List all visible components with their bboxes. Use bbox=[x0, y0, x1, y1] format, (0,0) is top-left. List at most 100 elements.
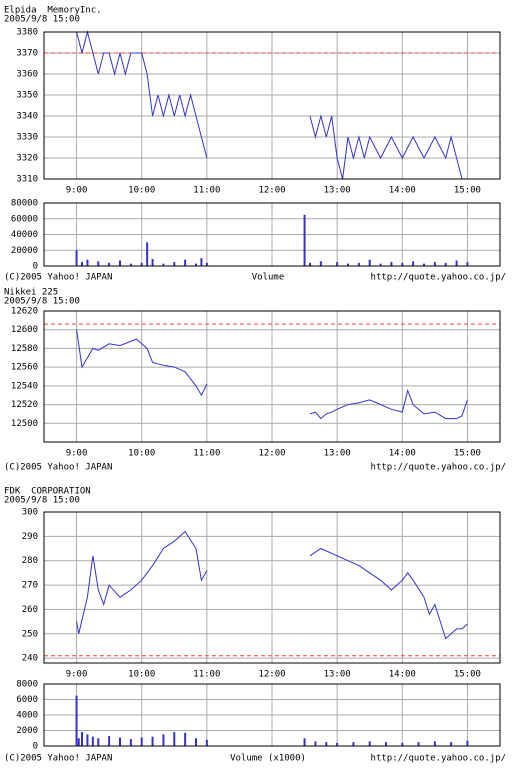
chart-title: FDK CORPORATION bbox=[4, 487, 91, 497]
y-tick-label: 260 bbox=[22, 605, 38, 615]
y-tick-label: 3370 bbox=[16, 49, 38, 59]
volume-bar bbox=[412, 261, 415, 266]
y-tick-label: 20000 bbox=[11, 246, 38, 256]
chart-subtitle: 2005/9/8 15:00 bbox=[4, 297, 80, 307]
volume-bar bbox=[173, 262, 176, 266]
chart-subtitle: 2005/9/8 15:00 bbox=[4, 496, 80, 506]
x-tick-label: 9:00 bbox=[66, 449, 88, 459]
volume-bar bbox=[77, 738, 80, 746]
source-url: http://quote.yahoo.co.jp/ bbox=[371, 273, 506, 283]
plot-frame bbox=[43, 202, 501, 267]
y-tick-label: 4000 bbox=[16, 711, 38, 721]
x-tick-label: 11:00 bbox=[193, 449, 220, 459]
volume-bar bbox=[336, 262, 339, 266]
copyright: (C)2005 Yahoo! JAPAN bbox=[4, 463, 112, 473]
volume-bar bbox=[314, 741, 317, 746]
y-tick-label: 12620 bbox=[11, 307, 38, 317]
y-tick-label: 250 bbox=[22, 629, 38, 639]
plot-frame bbox=[43, 310, 501, 443]
plot-frame bbox=[43, 683, 501, 747]
y-tick-label: 12500 bbox=[11, 419, 38, 429]
footer-label: Volume (x1000) bbox=[230, 754, 306, 764]
volume-bar bbox=[108, 262, 111, 266]
volume-bar bbox=[319, 261, 322, 266]
y-tick-label: 6000 bbox=[16, 695, 38, 705]
volume-bar bbox=[466, 262, 469, 266]
volume-bar bbox=[184, 259, 187, 266]
volume-bar bbox=[401, 262, 404, 266]
x-tick-label: 10:00 bbox=[128, 449, 155, 459]
plot-frame bbox=[43, 511, 501, 664]
y-tick-label: 3360 bbox=[16, 70, 38, 80]
volume-bar bbox=[151, 258, 154, 266]
volume-bar bbox=[184, 732, 187, 746]
y-tick-label: 280 bbox=[22, 556, 38, 566]
y-tick-label: 2000 bbox=[16, 726, 38, 736]
x-tick-label: 15:00 bbox=[454, 186, 481, 196]
source-url: http://quote.yahoo.co.jp/ bbox=[371, 754, 506, 764]
volume-bar bbox=[129, 739, 132, 746]
volume-bar bbox=[162, 734, 165, 746]
chart-subtitle: 2005/9/8 15:00 bbox=[4, 15, 80, 25]
volume-bar bbox=[444, 262, 447, 266]
volume-bar bbox=[151, 736, 154, 746]
volume-bar bbox=[455, 260, 458, 266]
volume-bar bbox=[401, 742, 404, 746]
volume-bar bbox=[119, 260, 121, 266]
y-tick-label: 240 bbox=[22, 654, 38, 664]
price-line bbox=[76, 30, 468, 180]
volume-bar bbox=[385, 742, 387, 746]
y-tick-label: 3350 bbox=[16, 91, 38, 101]
volume-bar bbox=[81, 732, 83, 746]
y-tick-label: 3380 bbox=[16, 28, 38, 38]
x-tick-label: 13:00 bbox=[324, 449, 351, 459]
volume-bar bbox=[309, 262, 311, 266]
x-tick-label: 14:00 bbox=[389, 186, 416, 196]
volume-bar bbox=[146, 242, 149, 266]
y-tick-label: 8000 bbox=[16, 680, 38, 690]
source-url: http://quote.yahoo.co.jp/ bbox=[371, 463, 506, 473]
volume-bar bbox=[423, 263, 425, 266]
volume-bar bbox=[357, 262, 360, 266]
x-tick-label: 11:00 bbox=[193, 186, 220, 196]
volume-bar bbox=[368, 741, 371, 746]
volume-bar bbox=[466, 740, 469, 746]
y-tick-label: 12560 bbox=[11, 363, 38, 373]
volume-bar bbox=[303, 738, 306, 746]
volume-bar bbox=[352, 742, 355, 746]
x-tick-label: 12:00 bbox=[258, 449, 285, 459]
y-tick-label: 0 bbox=[33, 262, 38, 272]
chart-title: Elpida MemoryInc. bbox=[4, 6, 102, 16]
volume-bar bbox=[205, 262, 208, 266]
copyright: (C)2005 Yahoo! JAPAN bbox=[4, 273, 112, 283]
x-tick-label: 9:00 bbox=[66, 186, 88, 196]
y-tick-label: 300 bbox=[22, 508, 38, 518]
y-tick-label: 80000 bbox=[11, 199, 38, 209]
volume-bar bbox=[303, 214, 306, 266]
volume-bar bbox=[108, 735, 111, 746]
x-tick-label: 10:00 bbox=[128, 670, 155, 680]
chart-title: Nikkei 225 bbox=[4, 288, 58, 298]
volume-bar bbox=[390, 262, 393, 266]
y-tick-label: 3310 bbox=[16, 175, 38, 185]
volume-bar bbox=[205, 739, 208, 746]
volume-bar bbox=[86, 734, 89, 746]
plot-frame bbox=[43, 31, 501, 180]
volume-bar bbox=[433, 262, 436, 266]
x-tick-label: 14:00 bbox=[389, 449, 416, 459]
y-tick-label: 12520 bbox=[11, 400, 38, 410]
volume-bar bbox=[97, 261, 100, 266]
volume-bar bbox=[173, 732, 176, 746]
volume-bar bbox=[129, 263, 132, 266]
x-tick-label: 13:00 bbox=[324, 186, 351, 196]
copyright: (C)2005 Yahoo! JAPAN bbox=[4, 754, 112, 764]
y-tick-label: 12600 bbox=[11, 325, 38, 335]
x-tick-label: 12:00 bbox=[258, 670, 285, 680]
y-tick-label: 3330 bbox=[16, 133, 38, 143]
volume-bar bbox=[140, 737, 143, 746]
volume-bar bbox=[195, 263, 197, 266]
volume-bar bbox=[75, 695, 78, 746]
x-tick-label: 12:00 bbox=[258, 186, 285, 196]
y-tick-label: 40000 bbox=[11, 230, 38, 240]
